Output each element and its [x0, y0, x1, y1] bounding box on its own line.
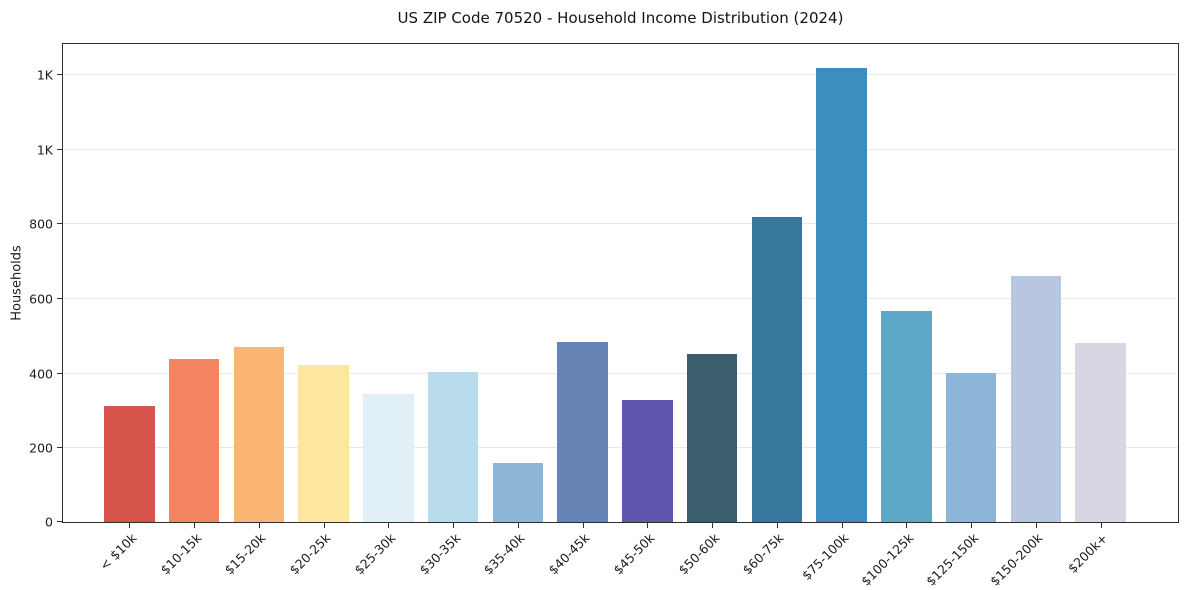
grid-layer — [63, 44, 1178, 522]
bar-slot: $200k+ — [1065, 44, 1133, 576]
bar-slot: $25-30k — [351, 44, 421, 577]
x-tick-mark — [971, 522, 973, 528]
bar-slot: $35-40k — [481, 44, 551, 577]
bar-slot: $10-15k — [157, 44, 227, 577]
x-tick-label: $60-75k — [739, 530, 787, 578]
x-tick-mark — [841, 522, 843, 528]
bar-$45-50k — [622, 399, 673, 522]
bar-slot: $125-150k — [923, 44, 1004, 589]
x-tick-label: $20-25k — [286, 530, 334, 578]
x-tick-label: $150-200k — [987, 530, 1046, 589]
gridline — [63, 148, 1178, 150]
bar-slot: $150-200k — [987, 44, 1069, 589]
x-tick-mark — [388, 522, 390, 528]
gridline — [63, 73, 1178, 75]
x-tick-mark — [776, 522, 778, 528]
bar-slot: $100-125k — [858, 44, 939, 589]
bar-slot: $50-60k — [675, 44, 745, 577]
x-tick-label: $25-30k — [351, 530, 399, 578]
x-tick-label: $45-50k — [610, 530, 658, 578]
y-tick-mark — [57, 73, 63, 75]
x-tick-mark — [582, 522, 584, 528]
bar-$40-45k — [557, 342, 608, 522]
y-tick-mark — [57, 297, 63, 299]
bar-$15-20k — [233, 346, 285, 522]
bar-$35-40k — [492, 463, 544, 522]
x-tick-label: $35-40k — [480, 530, 528, 578]
x-tick-mark — [129, 522, 131, 528]
bar-$10-15k — [168, 358, 220, 522]
bar-slot: $75-100k — [799, 44, 874, 583]
x-tick-label: $75-100k — [798, 530, 852, 583]
bar-slot: $20-25k — [286, 44, 356, 577]
gridline — [63, 297, 1178, 299]
x-tick-mark — [453, 522, 455, 528]
gridline — [63, 372, 1178, 374]
x-tick-label: < $10k — [96, 530, 140, 574]
bar-slot: $40-45k — [545, 44, 615, 577]
x-tick-label: $40-45k — [545, 530, 593, 578]
x-tick-label: $15-20k — [221, 530, 269, 578]
x-tick-mark — [517, 522, 519, 528]
bar-$125-150k — [945, 372, 997, 522]
bar-slot: $60-75k — [740, 44, 810, 577]
x-tick-label: $100-125k — [857, 530, 917, 589]
y-tick-label: 0 — [45, 514, 53, 530]
bars-row: < $10k $10-15k $15-20k $20-25k $25-30k $30-35… — [96, 44, 1133, 589]
bar-slot: $45-50k — [610, 44, 680, 577]
bar-$25-30k — [363, 394, 414, 522]
x-tick-mark — [1100, 522, 1102, 528]
y-tick-label: 400 — [29, 366, 53, 382]
x-tick-mark — [1035, 522, 1037, 528]
chart-title: US ZIP Code 70520 - Household Income Dis… — [397, 9, 844, 27]
x-tick-mark — [647, 522, 649, 528]
plot-area: 0 200 400 600 800 1K 1K < $10k $10-15k $15-20k $2… — [29, 43, 1179, 589]
bar-< $10k — [104, 405, 155, 522]
bar-$100-125k — [881, 310, 932, 522]
bar-$75-100k — [816, 68, 867, 522]
y-tick-mark — [57, 148, 63, 150]
x-tick-mark — [323, 522, 325, 528]
bar-slot: < $10k — [96, 44, 162, 573]
x-tick-mark — [194, 522, 196, 528]
x-tick-label: $50-60k — [674, 530, 723, 578]
x-tick-mark — [258, 522, 260, 528]
bar-slot: $15-20k — [222, 44, 292, 577]
bar-$200k+ — [1075, 342, 1126, 522]
x-tick-label: $30-35k — [415, 530, 464, 578]
bar-$60-75k — [751, 216, 803, 522]
y-axis-label: Households — [9, 245, 25, 321]
x-tick-mark — [906, 522, 908, 528]
gridline — [63, 223, 1178, 225]
x-tick-label: $10-15k — [156, 530, 205, 578]
bar-$150-200k — [1010, 275, 1062, 522]
y-tick-label: 1K — [36, 142, 53, 158]
gridline — [63, 447, 1178, 449]
y-tick-label: 800 — [29, 216, 53, 232]
bar-$50-60k — [686, 353, 738, 522]
bar-$20-25k — [298, 365, 349, 522]
x-tick-label: $125-150k — [922, 530, 982, 589]
x-tick-label: $200k+ — [1064, 530, 1111, 576]
y-tick-label: 200 — [29, 440, 53, 456]
y-tick-label: 1K — [36, 67, 53, 83]
y-tick-mark — [57, 447, 63, 449]
y-axis-ticks: 0 200 400 600 800 1K 1K — [29, 44, 1178, 529]
bar-$30-35k — [427, 371, 479, 522]
x-tick-mark — [712, 522, 714, 528]
bar-slot: $30-35k — [416, 44, 486, 577]
y-tick-mark — [57, 521, 63, 522]
y-tick-mark — [57, 372, 63, 374]
y-tick-mark — [57, 223, 63, 225]
y-tick-label: 600 — [29, 291, 53, 307]
